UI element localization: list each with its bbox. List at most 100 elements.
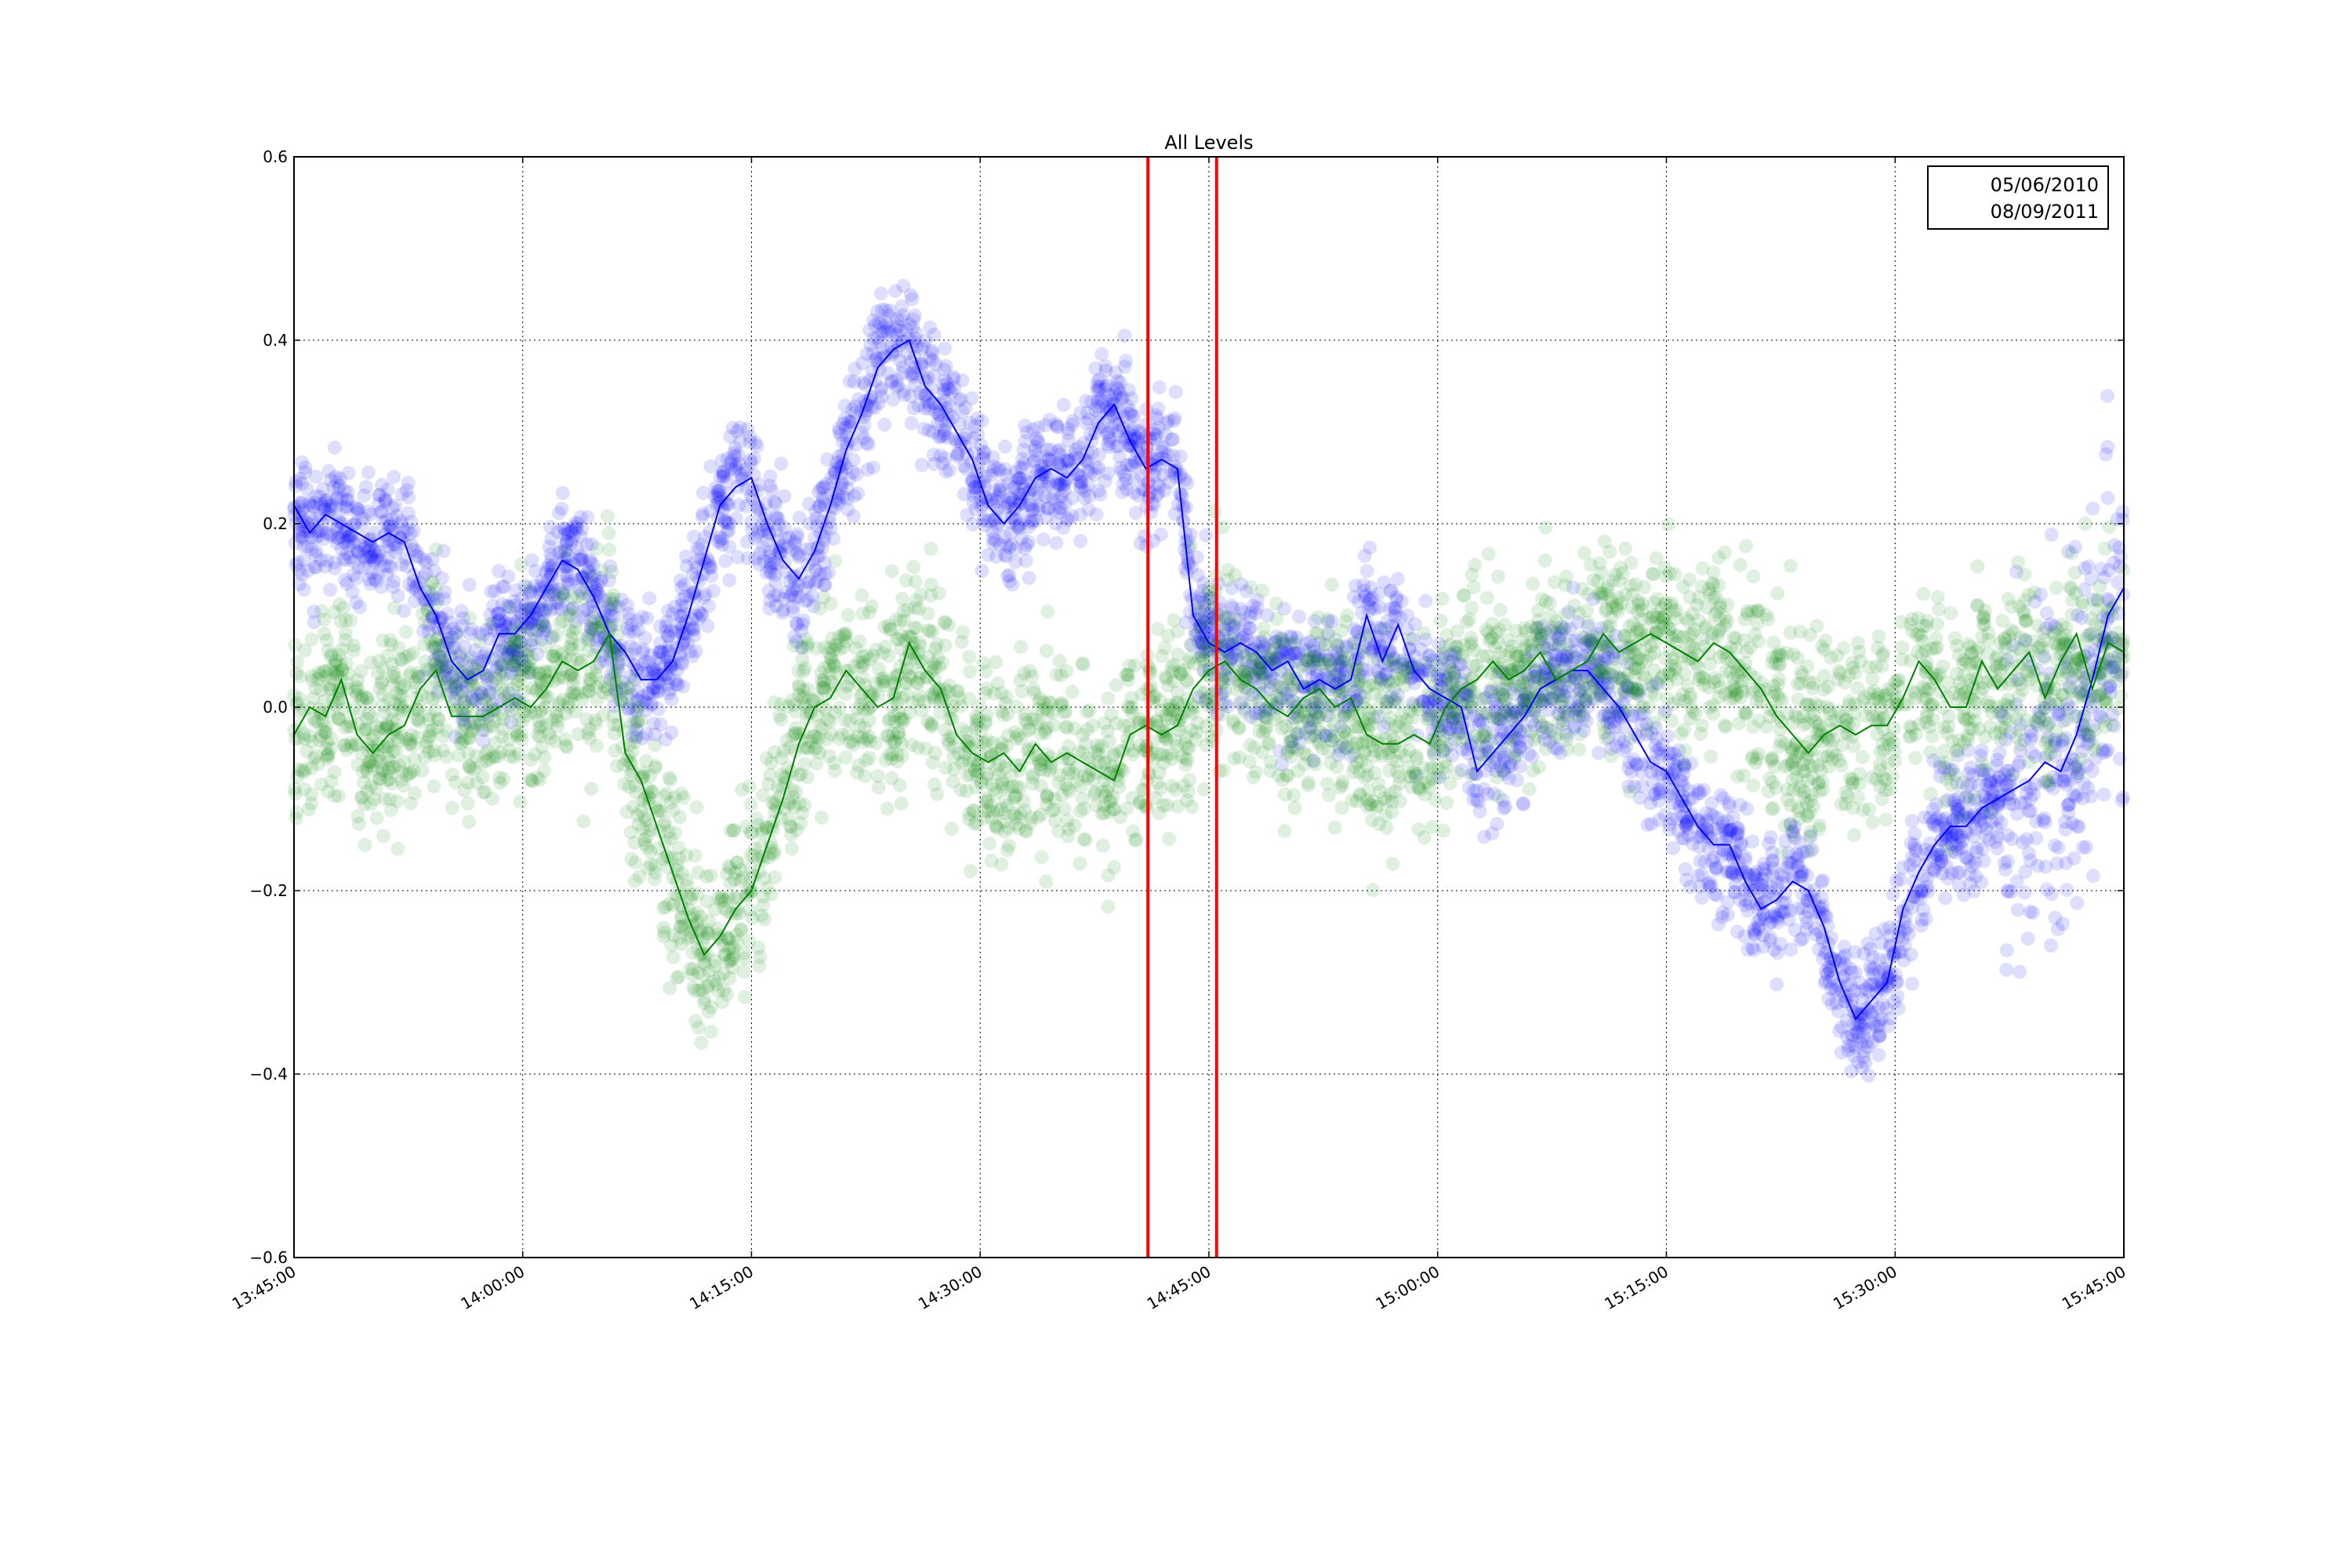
scatter-point [2048,838,2062,853]
scatter-point [296,539,311,554]
scatter-point [674,655,689,670]
scatter-point [1417,626,1432,641]
scatter-point [895,299,909,314]
scatter-point [2100,389,2114,403]
scatter-point [1618,688,1633,703]
scatter-point [1112,449,1127,464]
scatter-point [535,618,550,633]
scatter-point [506,643,521,658]
scatter-point [695,509,710,524]
scatter-point [1029,486,1044,500]
scatter-point [378,495,393,510]
scatter-point [538,602,553,616]
scatter-point [1650,744,1664,759]
scatter-point [2023,853,2038,868]
scatter-point [1747,883,1762,898]
scatter-point [1548,653,1563,668]
scatter-point [372,497,387,512]
scatter-point [1247,666,1262,681]
scatter-point [851,392,866,407]
scatter-point [906,320,920,335]
scatter-point [1220,661,1235,676]
scatter-point [1621,761,1636,776]
scatter-point [970,411,985,426]
scatter-point [1803,844,1818,858]
scatter-point [789,616,804,631]
scatter-point [2020,931,2035,946]
scatter-point [2046,781,2060,796]
scatter-point [476,734,491,749]
scatter-point [2065,816,2080,830]
scatter-point [1969,844,1984,859]
scatter-point [462,578,477,592]
scatter-point [1073,534,1088,548]
scatter-point [327,441,342,455]
scatter-point [1795,901,1810,916]
scatter-point [1622,755,1637,770]
scatter-point [1632,688,1646,702]
scatter-point [1922,810,1937,825]
scatter-point [387,470,401,485]
scatter-point [720,524,735,539]
scatter-point [763,469,778,484]
scatter-point [2038,681,2053,696]
scatter-point [1904,849,1919,864]
scatter-point [1951,748,1965,763]
scatter-point [1149,411,1164,426]
scatter-point [1795,931,1810,946]
scatter-point [1613,672,1628,687]
scatter-point [2037,811,2052,826]
scatter-point [1838,957,1853,972]
scatter-point [1545,637,1559,652]
scatter-point [539,565,553,580]
scatter-point [1088,361,1103,376]
scatter-point [564,523,579,538]
scatter-point [1093,487,1108,502]
scatter-point [981,547,996,562]
scatter-point [2066,787,2081,802]
scatter-point [2060,757,2075,771]
scatter-point [354,664,368,679]
scatter-point [2010,902,2025,917]
scatter-point [1893,872,1907,887]
scatter-point [956,459,971,474]
scatter-point [504,646,519,661]
scatter-point [1473,713,1488,728]
scatter-point [2068,760,2083,775]
scatter-point [1109,365,1123,380]
scatter-point [1621,681,1635,695]
scatter-point [289,557,303,572]
scatter-point [530,647,545,662]
scatter-point [2028,831,2043,846]
scatter-point [810,574,825,589]
scatter-point [731,456,746,471]
scatter-point [1180,476,1195,491]
scatter-point [2061,544,2076,559]
scatter-point [908,378,922,393]
scatter-point [1248,606,1263,621]
scatter-point [1981,767,1996,782]
scatter-point [1761,836,1776,851]
scatter-point [907,308,922,323]
scatter-point [590,586,605,601]
scatter-point [1951,829,1966,844]
scatter-point [388,545,403,560]
scatter-point [2044,527,2059,542]
scatter-point [1080,405,1094,420]
scatter-point [1727,884,1742,899]
scatter-point [1708,822,1722,837]
scatter-point [1520,675,1535,689]
scatter-point [884,564,899,579]
scatter-point [1442,659,1457,674]
scatter-point [555,486,570,500]
scatter-point [1031,488,1046,503]
scatter-point [673,573,688,588]
scatter-point [976,514,991,528]
scatter-point [938,341,952,356]
scatter-point [1497,767,1512,781]
scatter-point [2009,697,2023,712]
scatter-point [1799,922,1814,937]
scatter-point [1860,1035,1875,1049]
scatter-point [584,782,599,797]
scatter-point [1784,942,1798,957]
